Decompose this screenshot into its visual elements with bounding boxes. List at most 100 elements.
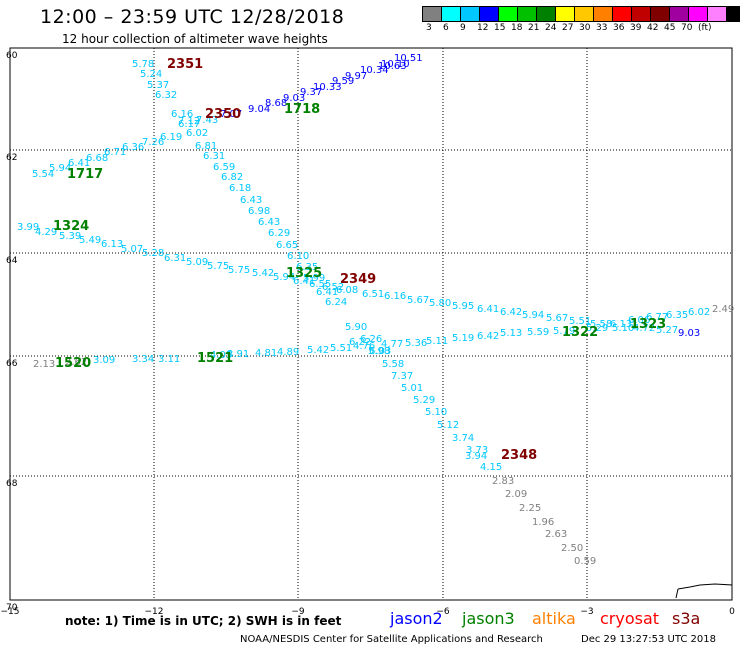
swh-value: 4.15 (480, 462, 502, 473)
swh-value: 4.81 (255, 348, 277, 359)
pass-time-label: 1520 (55, 356, 91, 371)
swh-value: 2.50 (561, 543, 583, 554)
swh-value: 2.63 (545, 529, 567, 540)
legend-label: 12 (477, 23, 489, 33)
swh-value: 6.08 (336, 285, 358, 296)
legend-label: 36 (613, 23, 625, 33)
y-tick-label: 62 (6, 153, 17, 163)
pass-time-label: 1717 (67, 167, 103, 182)
swh-value: 6.68 (86, 153, 108, 164)
swh-value: 5.11 (426, 336, 448, 347)
satellite-legend-item: s3a (672, 609, 701, 628)
legend-swatch (726, 6, 740, 22)
legend-label: 45 (664, 23, 676, 33)
swh-value: 10.10 (381, 59, 410, 70)
swh-value: 5.13 (500, 328, 522, 339)
legend-label: 30 (579, 23, 591, 33)
swh-value: 3.99 (17, 222, 39, 233)
pass-time-label: 1322 (562, 325, 598, 340)
swh-value: 9.37 (300, 87, 322, 98)
legend-label: 24 (545, 23, 557, 33)
footer-note: note: 1) Time is in UTC; 2) SWH is in fe… (65, 614, 342, 628)
swh-value: 9.04 (248, 104, 270, 115)
y-tick-label: 70 (6, 603, 18, 613)
swh-value: 6.16 (171, 109, 193, 120)
swh-value: 6.52 (322, 282, 344, 293)
map-subtitle: 12 hour collection of altimeter wave hei… (62, 32, 328, 46)
swh-value: 6.41 (477, 304, 499, 315)
legend-label: 33 (596, 23, 608, 33)
swh-value: 6.29 (268, 228, 290, 239)
swh-value: 3.34 (132, 354, 154, 365)
time-labels: 2351 2350 1718 1717 1324 1325 2349 1322 1323 1520… (53, 57, 666, 463)
swh-value: 6.02 (688, 307, 710, 318)
legend-label: (ft) (698, 23, 712, 33)
swh-value: 5.39 (59, 231, 81, 242)
swh-value: 6.41 (68, 158, 90, 169)
swh-value: 5.67 (546, 313, 568, 324)
y-tick-label: 68 (6, 479, 18, 489)
x-tick-label: −6 (436, 607, 450, 617)
swh-value: 6.13 (101, 239, 123, 250)
swh-value: 5.94 (522, 310, 544, 321)
swh-value: 3.73 (466, 445, 488, 456)
swh-value: 6.19 (160, 132, 182, 143)
legend-label: 39 (630, 23, 642, 33)
swh-value: 6.31 (164, 253, 186, 264)
legend-label: 42 (647, 23, 659, 33)
y-tick-label: 66 (6, 359, 18, 369)
swh-value: 7.12 (178, 116, 200, 127)
pass-time-label: 1718 (284, 102, 320, 117)
swh-value: 6.26 (360, 334, 382, 345)
swh-value: 6.35 (666, 310, 688, 321)
swh-value: 5.19 (452, 333, 474, 344)
swh-value: 5.75 (228, 265, 250, 276)
swh-value: 5.27 (656, 325, 678, 336)
swh-value: 5.54 (32, 169, 54, 180)
swh-value: 5.37 (147, 80, 169, 91)
pass-time-label: 1521 (197, 351, 233, 366)
swh-value: 5.59 (527, 327, 549, 338)
swh-value: 3.09 (93, 355, 115, 366)
swh-value: 5.09 (186, 257, 208, 268)
swh-value: 6.41 (316, 287, 338, 298)
swh-value: 6.59 (213, 162, 235, 173)
swh-value: 5.80 (429, 298, 451, 309)
y-tick-label: 64 (6, 256, 18, 266)
swh-value: 5.28 (142, 248, 164, 259)
swh-value: 5.42 (307, 345, 329, 356)
swh-value: 5.12 (437, 420, 459, 431)
swh-value: 6.81 (195, 141, 217, 152)
satellite-legend-item: altika (532, 609, 576, 628)
legend-label: 27 (562, 23, 574, 33)
swh-value: 9.59 (332, 76, 354, 87)
legend-label: 18 (511, 23, 523, 33)
generated-timestamp: Dec 29 13:27:53 UTC 2018 (581, 634, 716, 645)
swh-value: 5.49 (79, 235, 101, 246)
swh-value: 10.34 (360, 65, 389, 76)
coastline (675, 583, 733, 600)
swh-value: 7.37 (391, 371, 413, 382)
legend-label: 21 (528, 23, 540, 33)
swh-value: 5.98 (368, 346, 390, 357)
swh-value: 5.78 (132, 59, 154, 70)
swh-value: 4.89 (277, 347, 299, 358)
pass-time-label: 1325 (286, 266, 322, 281)
swh-value: 10.33 (313, 82, 342, 93)
swh-value: 2.13 (33, 359, 55, 370)
color-legend (422, 6, 740, 22)
lat-lon-grid (9, 47, 733, 601)
swh-value: 5.29 (586, 323, 608, 334)
swh-value: 7.43 (196, 115, 218, 126)
swh-value: 6.02 (186, 128, 208, 139)
swh-value: 5.94 (49, 163, 71, 174)
x-tick-label: −3 (580, 607, 593, 617)
satellite-legend-item: jason3 (462, 609, 515, 628)
map-title: 12:00 – 23:59 UTC 12/28/2018 (40, 6, 345, 28)
swh-value: 6.18 (229, 183, 251, 194)
swh-value: 6.41 (293, 276, 315, 287)
swh-value: 6.13 (610, 319, 632, 330)
swh-value: 3.91 (227, 349, 249, 360)
